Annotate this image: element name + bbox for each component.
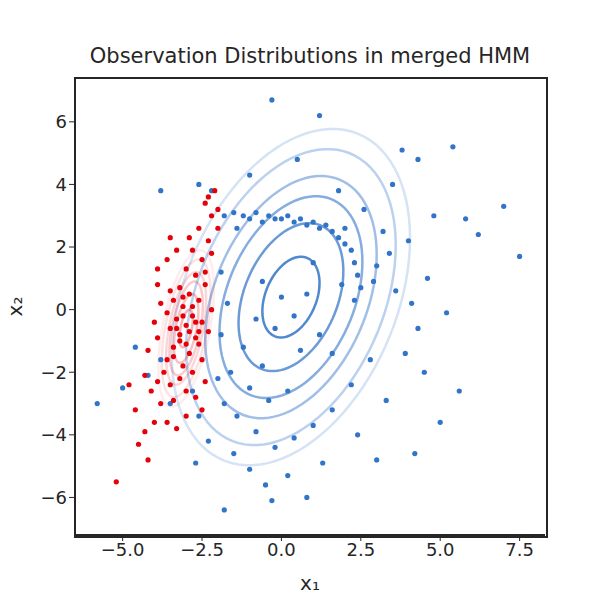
svg-text:0.0: 0.0 [267,539,296,560]
svg-text:x₂: x₂ [8,297,27,317]
svg-text:−6: −6 [40,487,67,508]
svg-text:2.5: 2.5 [346,539,375,560]
svg-text:−2.5: −2.5 [180,539,224,560]
svg-text:−5.0: −5.0 [101,539,145,560]
svg-text:x₁: x₁ [300,571,320,595]
svg-text:2: 2 [56,236,67,257]
svg-text:−2: −2 [40,362,67,383]
svg-text:7.5: 7.5 [505,539,534,560]
svg-text:0: 0 [56,299,67,320]
svg-text:5.0: 5.0 [426,539,455,560]
svg-text:6: 6 [56,111,67,132]
html-text:Observation Distributions in m: Observation Distributions in merged HMM [89,44,531,68]
svg-text:4: 4 [56,174,67,195]
svg-text:−4: −4 [40,424,67,445]
